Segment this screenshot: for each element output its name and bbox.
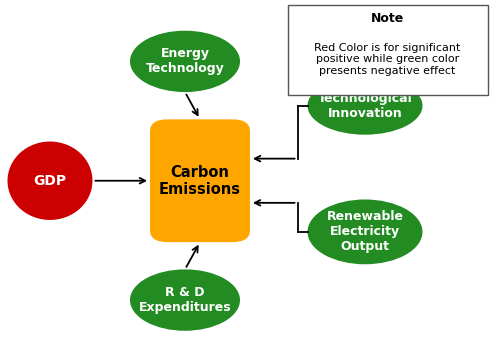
Text: R & D
Expenditures: R & D Expenditures xyxy=(138,286,232,314)
Text: Carbon
Emissions: Carbon Emissions xyxy=(159,164,241,197)
Ellipse shape xyxy=(308,77,422,135)
Text: Renewable
Electricity
Output: Renewable Electricity Output xyxy=(326,210,404,253)
Ellipse shape xyxy=(8,142,92,220)
Ellipse shape xyxy=(130,31,240,92)
Text: Note: Note xyxy=(371,12,404,25)
FancyBboxPatch shape xyxy=(288,5,488,95)
Text: Technological
Innovation: Technological Innovation xyxy=(318,92,412,120)
Ellipse shape xyxy=(130,269,240,331)
Text: Red Color is for significant
positive while green color
presents negative effect: Red Color is for significant positive wh… xyxy=(314,43,460,76)
FancyBboxPatch shape xyxy=(150,119,250,242)
Ellipse shape xyxy=(308,199,422,264)
Text: Energy
Technology: Energy Technology xyxy=(146,47,224,75)
Text: GDP: GDP xyxy=(34,174,66,188)
